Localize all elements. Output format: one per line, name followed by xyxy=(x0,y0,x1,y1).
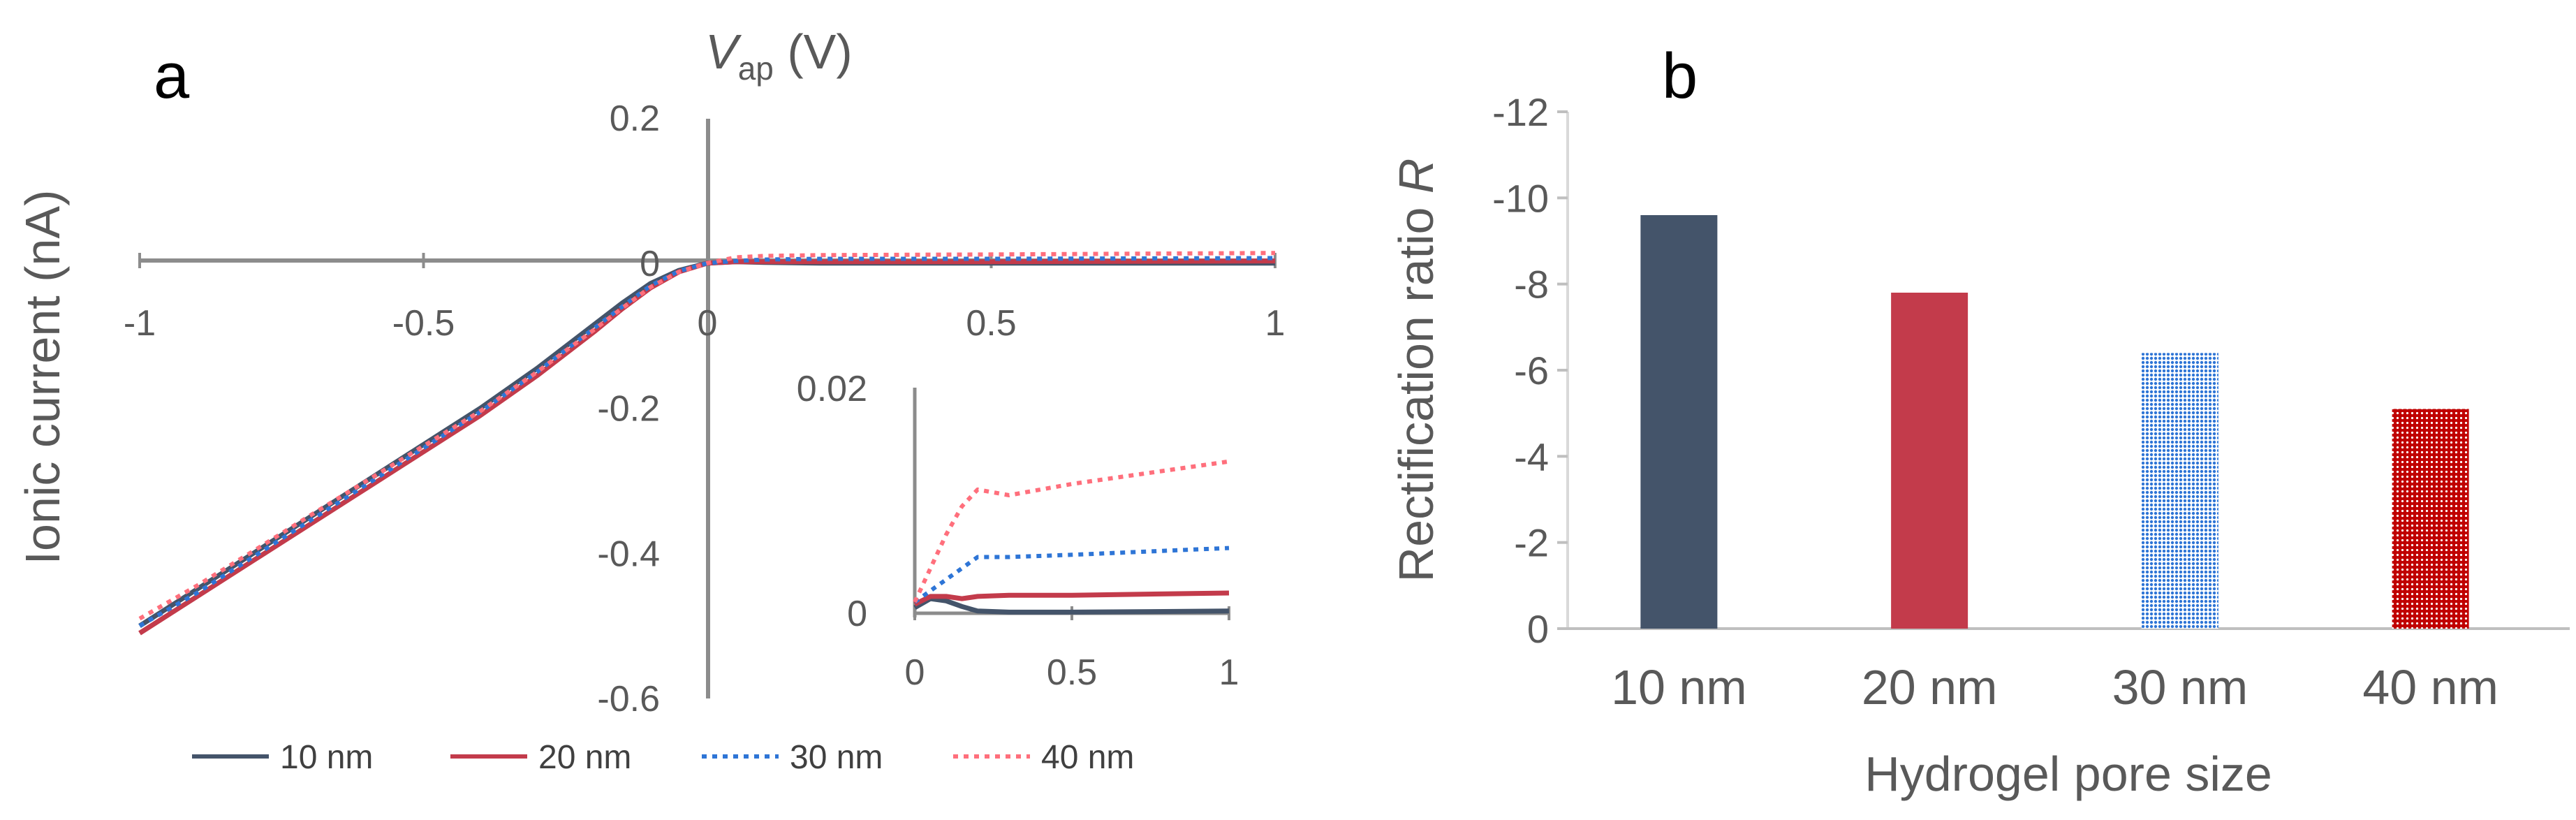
inset-x-tick-label: 1 xyxy=(1219,652,1239,693)
x-axis-title-sub: ap xyxy=(738,50,774,87)
x-tick-label: -1 xyxy=(124,303,156,344)
inset-x-tick-label: 0.5 xyxy=(1047,652,1097,693)
legend-label: 40 nm xyxy=(1041,739,1134,776)
y-tick-label: 0 xyxy=(640,244,660,284)
panel-b-y-axis-title: Rectification ratio R xyxy=(1389,159,1443,583)
x-axis-title-unit: (V) xyxy=(774,24,853,79)
legend-label: 10 nm xyxy=(280,739,373,776)
inset-series-line-40nm xyxy=(913,459,1230,603)
b-y-tick-label: 0 xyxy=(1527,607,1549,651)
y-axis-title-text: Rectification ratio xyxy=(1389,193,1443,582)
b-y-tick-label: -12 xyxy=(1492,90,1549,134)
y-tick-label: -0.2 xyxy=(597,389,660,430)
legend-label: 30 nm xyxy=(790,739,883,776)
y-tick-label: 0.2 xyxy=(610,98,660,139)
inset-series-line-20nm xyxy=(913,590,1230,607)
bar-10nm xyxy=(1640,215,1718,629)
panel-b-x-axis-title: Hydrogel pore size xyxy=(1864,747,2272,801)
y-tick-label: -0.6 xyxy=(597,679,660,719)
panel-b-label: b xyxy=(1662,41,1698,112)
bar-20nm xyxy=(1891,293,1968,629)
b-x-tick-label: 40 nm xyxy=(2362,660,2498,715)
inset-x-tick-label: 0 xyxy=(905,652,925,693)
x-tick-label: 0 xyxy=(698,303,718,344)
legend-label: 20 nm xyxy=(538,739,631,776)
inset-y-tick-label: 0.02 xyxy=(797,369,867,409)
x-axis-title-v: V xyxy=(705,24,742,79)
b-y-tick-label: -2 xyxy=(1514,521,1549,565)
b-y-tick-label: -6 xyxy=(1514,349,1549,393)
series-line-40nm xyxy=(138,251,1276,621)
x-tick-label: 1 xyxy=(1265,303,1286,344)
legend: 10 nm 20 nm 30 nm 40 nm xyxy=(192,739,1134,776)
b-y-tick-label: -10 xyxy=(1492,176,1549,220)
b-y-tick-label: -8 xyxy=(1514,263,1549,307)
y-tick-label: -0.4 xyxy=(597,534,660,574)
inset-y-tick-label: 0 xyxy=(847,594,867,634)
inset-series-line-10nm xyxy=(913,596,1230,615)
bar-40nm xyxy=(2392,409,2469,629)
b-x-tick-label: 20 nm xyxy=(1862,660,1998,715)
series-line-30nm xyxy=(138,256,1276,628)
b-y-tick-label: -4 xyxy=(1514,434,1549,478)
x-tick-label: 0.5 xyxy=(966,303,1016,344)
panel-a-y-axis-title: Ionic current (nA) xyxy=(15,190,70,565)
panel-a: a -1 -0.5 0 0.5 1 0.2 0 -0.2 -0.4 -0.6 Vap (V) I… xyxy=(15,24,1285,776)
panel-b: b 10 nm 20 nm 30 nm 40 nm -12 -10 -8 -6 -4 -2 0 H… xyxy=(1389,41,2570,801)
b-x-tick-label: 30 nm xyxy=(2112,660,2249,715)
panel-a-x-axis-title: Vap (V) xyxy=(705,24,853,87)
bar-30nm xyxy=(2141,353,2218,629)
inset-series-line-30nm xyxy=(913,546,1230,604)
inset-plot: 0 0.5 1 0.02 0 xyxy=(797,369,1239,693)
x-tick-label: -0.5 xyxy=(392,303,455,344)
panel-a-label: a xyxy=(154,41,190,112)
b-x-tick-label: 10 nm xyxy=(1611,660,1747,715)
y-axis-title-r: R xyxy=(1389,159,1443,194)
